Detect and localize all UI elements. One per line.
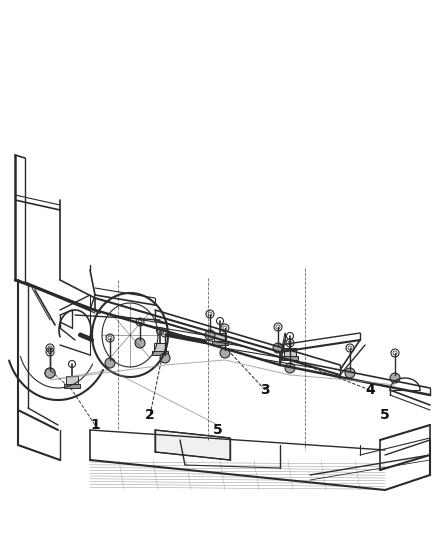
Circle shape [105,358,115,368]
Polygon shape [152,351,168,355]
Circle shape [205,330,215,340]
Text: 5: 5 [380,408,390,422]
Text: 4: 4 [365,383,375,397]
Polygon shape [284,348,296,356]
Circle shape [160,353,170,363]
Circle shape [45,368,55,378]
Circle shape [135,338,145,348]
Polygon shape [66,376,78,384]
Polygon shape [64,384,80,388]
Circle shape [345,368,355,378]
Text: 1: 1 [90,418,100,432]
Circle shape [45,368,55,378]
Polygon shape [212,341,228,345]
Circle shape [390,373,400,383]
Circle shape [273,343,283,353]
Polygon shape [155,430,230,460]
Polygon shape [154,343,166,351]
Text: 3: 3 [260,383,270,397]
Text: 5: 5 [213,423,223,437]
Circle shape [285,363,295,373]
Polygon shape [214,333,226,341]
Circle shape [220,348,230,358]
Polygon shape [282,356,298,360]
Text: 2: 2 [145,408,155,422]
